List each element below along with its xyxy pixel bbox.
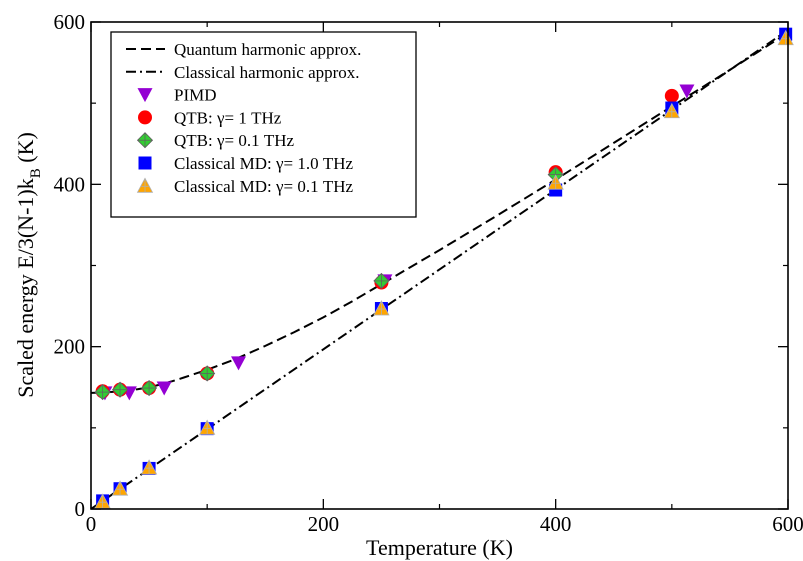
legend-label: Quantum harmonic approx.: [174, 40, 361, 59]
y-axis-label-suffix: (K): [13, 132, 38, 168]
data-point: [199, 365, 216, 382]
y-axis-label: Scaled energy E/3(N-1)kB (K): [13, 132, 44, 398]
legend-box: [110, 31, 417, 218]
x-axis-label: Temperature (K): [366, 535, 513, 560]
data-point: [547, 174, 564, 190]
data-point: [373, 300, 390, 316]
legend-label: PIMD: [174, 86, 217, 105]
data-point: [94, 493, 111, 509]
legend-marker: [138, 156, 152, 170]
y-axis-label-main: Scaled energy E/3(N-1)k: [13, 178, 38, 398]
data-point: [679, 84, 695, 99]
axis-ticks: 0 200 400 600 0 200 400 600: [54, 10, 803, 536]
data-point: [140, 459, 158, 475]
legend: Quantum harmonic approx. Classical harmon…: [110, 31, 417, 218]
data-point: [94, 384, 111, 401]
legend-marker: [138, 110, 152, 125]
data-point: [777, 29, 794, 46]
plot-frame: [90, 21, 789, 510]
data-point: [111, 381, 129, 398]
y-tick-label: 400: [54, 172, 86, 196]
data-point: [156, 381, 172, 396]
legend-label: QTB: γ= 0.1 THz: [174, 131, 294, 150]
data-point: [663, 102, 681, 119]
legend-label: Classical MD: γ= 0.1 THz: [174, 177, 354, 196]
x-tick-label: 0: [86, 512, 97, 536]
data-markers: [94, 27, 794, 509]
legend-marker: [136, 177, 154, 193]
legend-label: QTB: γ= 1 THz: [174, 108, 282, 127]
y-tick-label: 600: [54, 10, 86, 34]
quantum-harmonic-line: [91, 31, 788, 394]
legend-marker: [136, 132, 154, 149]
data-point: [373, 272, 390, 289]
data-point: [198, 419, 216, 435]
data-point: [141, 379, 158, 397]
y-axis-label-subscript: B: [28, 168, 44, 178]
x-tick-label: 400: [540, 512, 572, 536]
x-tick-label: 600: [772, 512, 803, 536]
data-point: [231, 356, 247, 371]
legend-marker: [137, 88, 153, 103]
legend-label: Classical harmonic approx.: [174, 63, 360, 82]
y-tick-label: 0: [75, 497, 86, 521]
y-tick-label: 200: [54, 335, 86, 359]
x-tick-label: 200: [308, 512, 340, 536]
data-point: [111, 480, 129, 496]
legend-label: Classical MD: γ= 1.0 THz: [174, 154, 354, 173]
data-point: [664, 88, 679, 103]
